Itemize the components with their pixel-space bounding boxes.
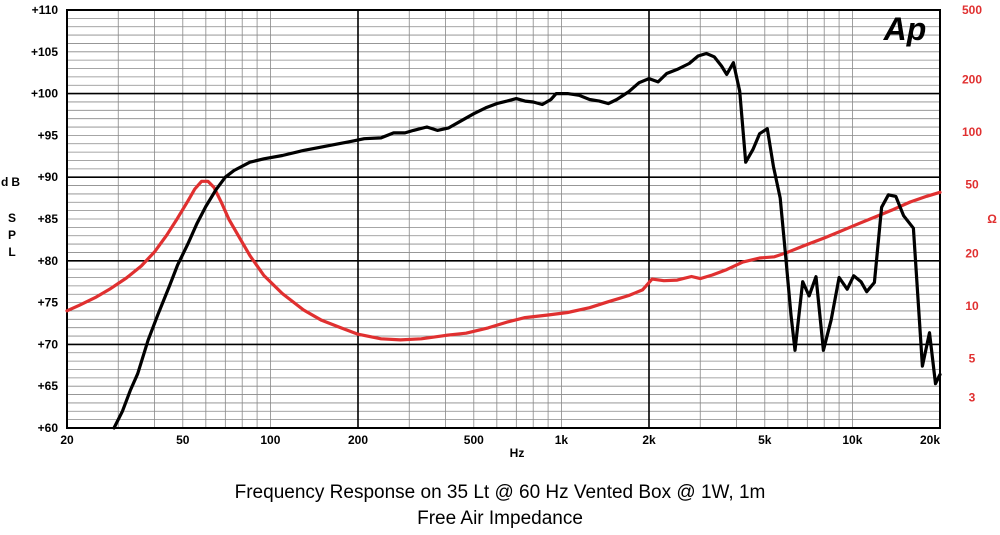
x-tick-label: 5k <box>758 433 772 447</box>
x-tick-label: 500 <box>464 433 484 447</box>
x-axis-ticks: 20 50 100 200 500 1k 2k 5k 10k 20k <box>60 433 940 447</box>
spl-curve <box>112 51 942 430</box>
impedance-curve <box>65 179 942 342</box>
x-tick-label: 20 <box>60 433 74 447</box>
x-tick-label: 50 <box>176 433 190 447</box>
y-left-tick-label: +70 <box>38 337 59 351</box>
y-left-tick-label: +90 <box>38 170 59 184</box>
y-left-tick-label: +80 <box>38 254 59 268</box>
y-right-tick-label: 5 <box>969 352 976 366</box>
right-axis-label: Ω <box>987 212 997 226</box>
left-axis-ticks: +110 +105 +100 +95 +90 +85 +80 +75 +70 +65 +60 <box>31 3 58 435</box>
y-right-tick-label: 200 <box>962 72 982 86</box>
y-left-tick-label: +75 <box>38 296 59 310</box>
chart-title: Frequency Response on 35 Lt @ 60 Hz Vent… <box>234 482 766 503</box>
ap-logo: Ap <box>883 11 927 47</box>
right-axis-ticks: 500 200 100 50 20 10 5 3 <box>962 3 982 404</box>
y-left-tick-label: +60 <box>38 421 59 435</box>
x-tick-label: 2k <box>642 433 656 447</box>
x-tick-label: 10k <box>842 433 862 447</box>
x-tick-label: 1k <box>555 433 569 447</box>
y-right-tick-label: 20 <box>965 247 979 261</box>
y-right-tick-label: 10 <box>965 299 979 313</box>
y-left-tick-label: +110 <box>32 3 59 17</box>
x-tick-label: 20k <box>920 433 940 447</box>
x-tick-label: 200 <box>348 433 368 447</box>
y-left-tick-label: +105 <box>31 45 58 59</box>
plot-frame <box>66 9 941 429</box>
y-left-tick-label: +95 <box>38 128 59 142</box>
y-right-tick-label: 100 <box>962 125 982 139</box>
y-left-tick-label: +85 <box>38 212 59 226</box>
chart-subtitle: Free Air Impedance <box>417 508 583 529</box>
y-right-tick-label: 50 <box>965 177 979 191</box>
x-axis-label: Hz <box>510 446 525 460</box>
y-left-tick-label: +65 <box>38 379 59 393</box>
y-axis-label-line1: dB <box>1 175 23 189</box>
y-right-tick-label: 3 <box>969 390 976 404</box>
x-tick-label: 100 <box>260 433 280 447</box>
series-layer <box>65 51 942 430</box>
y-left-tick-label: +100 <box>31 87 58 101</box>
y-right-tick-label: 500 <box>962 3 982 17</box>
